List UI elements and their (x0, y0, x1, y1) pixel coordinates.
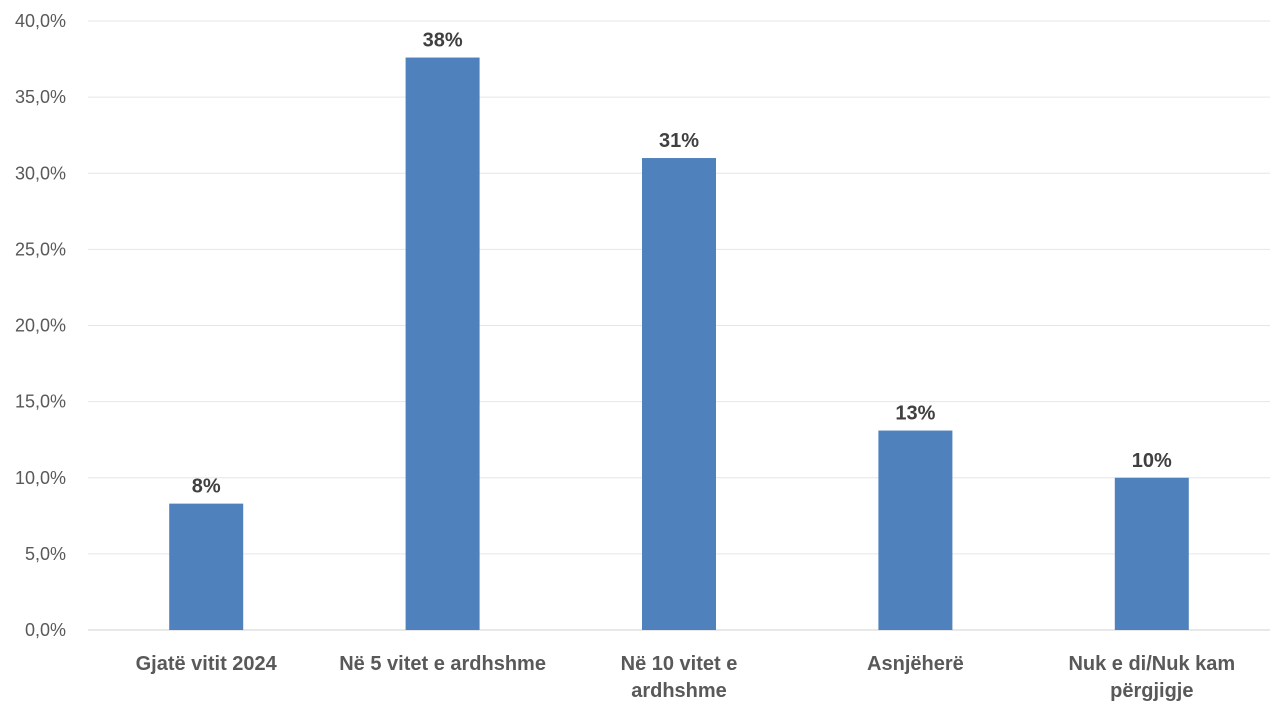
y-tick-label: 30,0% (15, 163, 66, 183)
y-tick-label: 0,0% (25, 620, 66, 640)
data-label: 8% (192, 476, 221, 498)
y-tick-label: 5,0% (25, 544, 66, 564)
bar (405, 57, 480, 631)
x-axis: Gjatë vitit 2024 Në 5 vitet e ardhshme Në … (136, 653, 1236, 702)
data-label: 13% (895, 403, 935, 425)
x-tick-label: Në 10 vitet e ardhshme (621, 653, 738, 702)
bar (1114, 477, 1189, 630)
data-label: 10% (1132, 450, 1172, 472)
y-tick-label: 10,0% (15, 468, 66, 488)
x-tick-label: Në 5 vitet e ardhshme (339, 653, 546, 675)
y-tick-label: 15,0% (15, 392, 66, 412)
x-tick-label: Gjatë vitit 2024 (136, 653, 278, 675)
x-tick-label: Nuk e di/Nuk kam përgjigje (1068, 653, 1235, 702)
data-label: 31% (659, 130, 699, 152)
bar (642, 158, 716, 630)
bar (878, 430, 953, 630)
bar (169, 503, 244, 630)
data-label: 38% (423, 30, 463, 52)
y-axis: 0,0% 5,0% 10,0% 15,0% 20,0% 25,0% 30,0% 35,0% 40… (15, 11, 66, 640)
data-labels: 8% 38% 31% 13% 10% (192, 30, 1172, 498)
bars (169, 57, 1189, 631)
y-tick-label: 40,0% (15, 11, 66, 31)
y-tick-label: 25,0% (15, 239, 66, 259)
x-tick-label: Asnjëherë (867, 653, 964, 675)
y-tick-label: 20,0% (15, 316, 66, 336)
y-tick-label: 35,0% (15, 87, 66, 107)
